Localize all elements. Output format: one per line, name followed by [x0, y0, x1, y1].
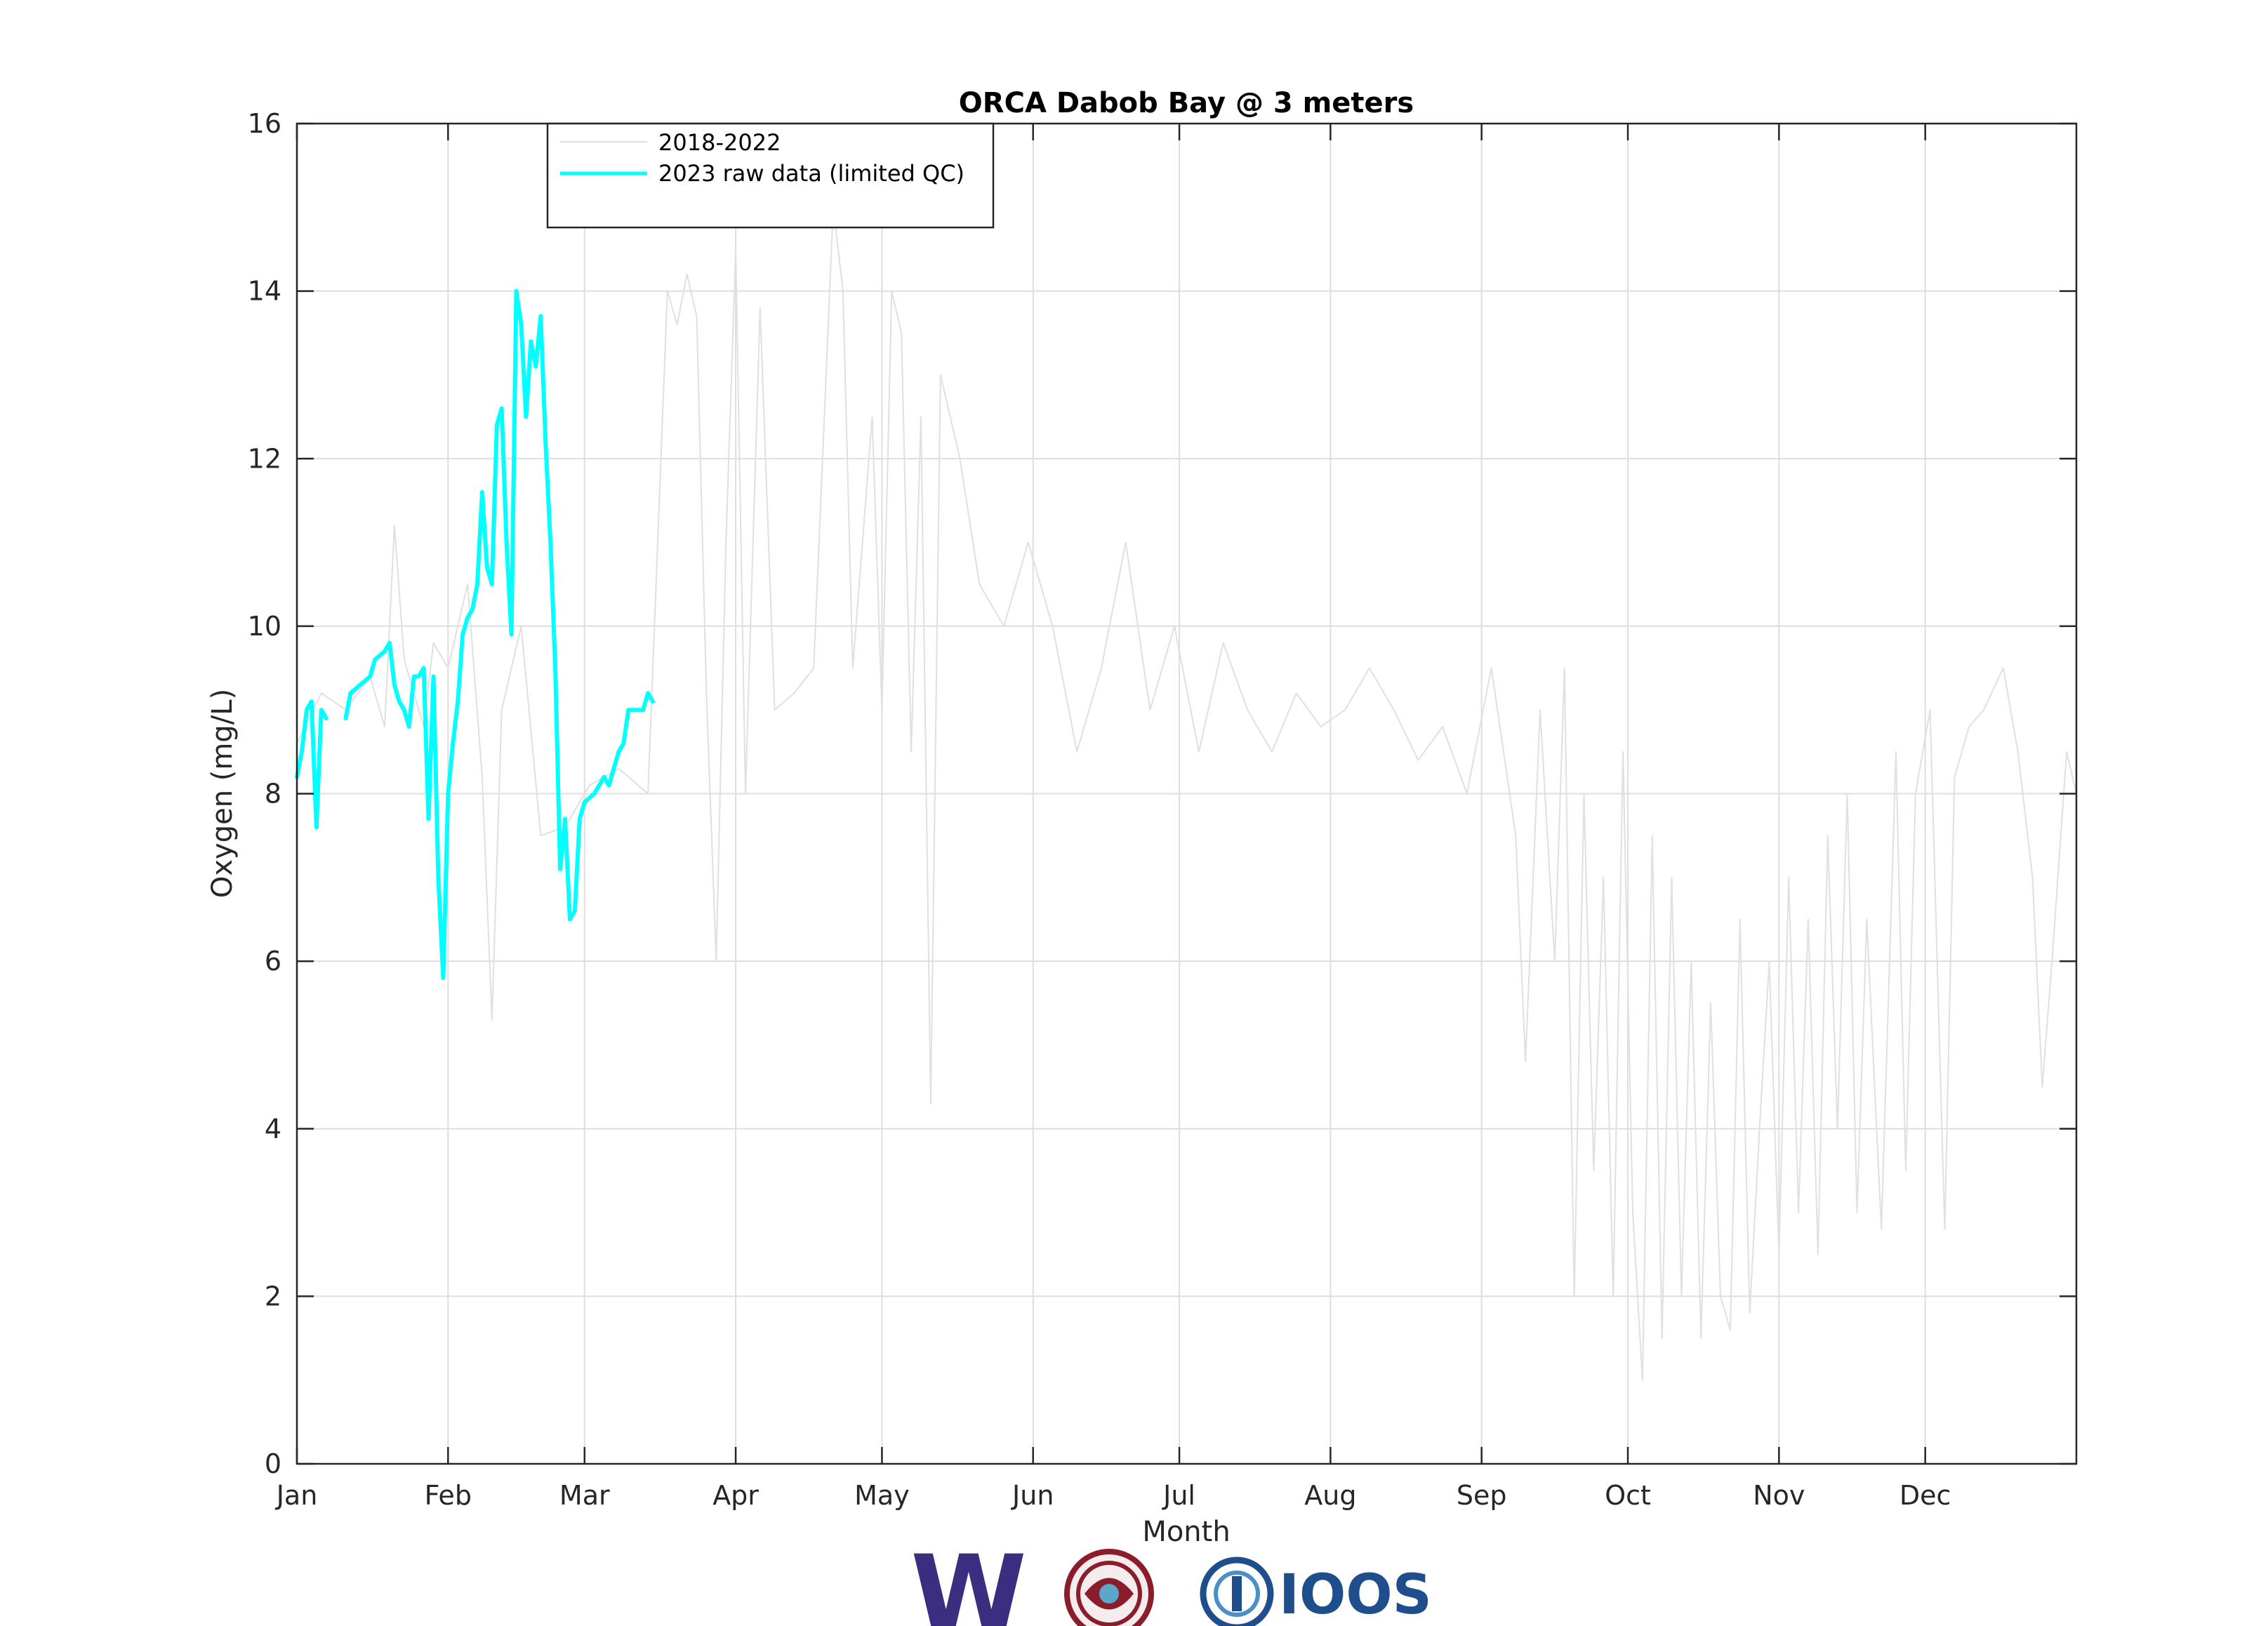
- y-tick-label: 8: [265, 779, 281, 809]
- y-tick-label: 16: [248, 108, 281, 139]
- x-tick-label: Feb: [425, 1480, 472, 1511]
- legend-label-2023: 2023 raw data (limited QC): [658, 160, 964, 187]
- x-tick-label: Aug: [1304, 1480, 1356, 1511]
- series-1: [295, 289, 655, 980]
- x-tick-label: Nov: [1753, 1480, 1805, 1511]
- x-tick-label: Sep: [1457, 1480, 1507, 1511]
- ioos-logo: IOOS: [1200, 1556, 1432, 1626]
- legend: 2018-2022 2023 raw data (limited QC): [546, 122, 995, 229]
- x-tick-label: Jul: [1162, 1480, 1195, 1511]
- y-axis-title: Oxygen (mg/L): [206, 689, 239, 898]
- grid: [296, 123, 2076, 1465]
- axis-ticks: 0 2 4 6 8 10 12 14 16 Jan Feb Mar Apr May Jun Jul Aug Sep…: [248, 108, 2076, 1511]
- ioos-globe-icon: [1200, 1556, 1274, 1626]
- logos: W IOOS: [910, 1533, 1432, 1626]
- x-axis-title: Month: [1142, 1516, 1230, 1548]
- x-tick-label: Dec: [1899, 1480, 1951, 1511]
- x-tick-label: Apr: [712, 1480, 759, 1511]
- y-tick-label: 2: [265, 1281, 281, 1311]
- chart-title: ORCA Dabob Bay @ 3 meters: [959, 87, 1414, 119]
- y-tick-label: 12: [248, 443, 281, 474]
- y-tick-label: 6: [265, 946, 281, 977]
- ioos-logo-text: IOOS: [1279, 1564, 1432, 1626]
- x-tick-label: Jan: [275, 1480, 318, 1511]
- x-tick-label: May: [854, 1480, 910, 1511]
- legend-box: [546, 122, 995, 229]
- series-line: [343, 289, 655, 980]
- uw-logo: W: [910, 1533, 1026, 1626]
- nw-tribal-seal-icon: [1064, 1549, 1154, 1626]
- y-tick-label: 10: [248, 611, 281, 642]
- uw-logo-letter: W: [910, 1533, 1026, 1626]
- y-tick-label: 4: [265, 1113, 281, 1144]
- x-tick-label: Mar: [559, 1480, 610, 1511]
- y-tick-label: 0: [265, 1448, 281, 1479]
- y-tick-label: 14: [248, 276, 281, 307]
- series-0: [296, 206, 2077, 1381]
- x-tick-label: Jun: [1011, 1480, 1054, 1511]
- series-layer: [295, 206, 2077, 1381]
- legend-label-historic: 2018-2022: [658, 129, 781, 156]
- x-tick-label: Oct: [1605, 1480, 1651, 1511]
- series-line: [296, 206, 2077, 1381]
- series-line: [295, 699, 329, 830]
